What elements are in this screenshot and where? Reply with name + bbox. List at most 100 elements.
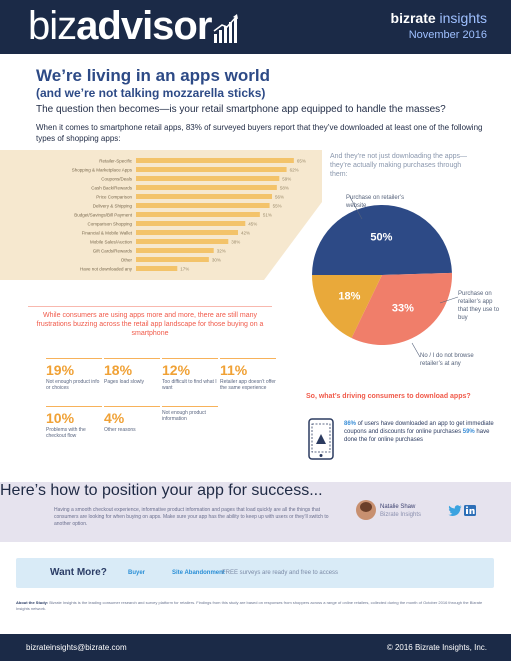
stat-text: Too difficult to find what I want xyxy=(162,379,217,391)
bar-category-label: Gift Cards/Rewards xyxy=(93,249,133,254)
pie-slice xyxy=(312,204,452,275)
stat-text: Other reasons xyxy=(104,427,136,433)
stat-card: 4% Other reasons xyxy=(104,406,160,433)
bar-value-label: 32% xyxy=(217,249,226,254)
pie-leader-line xyxy=(411,342,421,358)
download-heading: So, what’s driving consumers to download… xyxy=(306,393,471,400)
stat-percent: 12% xyxy=(162,362,191,378)
bar xyxy=(136,221,246,226)
stat-card: 10% Problems with the checkout flow xyxy=(46,406,102,439)
bizrate-insights-brand: bizrate insights November 2016 xyxy=(391,10,487,42)
author-block: Natalie Shaw Bizrate Insights xyxy=(380,503,421,519)
want-more-title: Want More? xyxy=(50,567,107,578)
stat-text: Not enough product information xyxy=(162,410,206,422)
bar-category-label: Mobile Sales/Auction xyxy=(90,240,133,245)
lead-question: The question then becomes—is your retail… xyxy=(36,104,446,115)
frustration-quote: While consumers are using apps more and … xyxy=(28,306,272,338)
bar-value-label: 55% xyxy=(273,204,282,209)
download-highlight-2: 59% xyxy=(462,429,475,435)
bar-value-label: 17% xyxy=(180,267,189,272)
growth-chart-icon xyxy=(213,14,239,43)
pie-leader-line xyxy=(439,296,459,304)
header-bar: biz advisor bizrate insights November 20… xyxy=(0,0,511,54)
bar-value-label: 45% xyxy=(248,222,257,227)
stat-percent: 11% xyxy=(220,362,248,378)
app-types-bar-chart: Retailer-Specific 65% Shopping & Marketpla… xyxy=(72,158,306,272)
stat-rule xyxy=(46,406,102,407)
stat-rule xyxy=(162,358,218,359)
stat-percent: 4% xyxy=(104,410,125,426)
author-role: Bizrate Insights xyxy=(380,512,422,518)
bar-category-label: Budget/Savings/Bill Payment xyxy=(74,213,133,218)
logo-part-biz: biz xyxy=(28,4,77,48)
download-end: have done the for online purchases xyxy=(344,429,490,443)
want-more-banner: Want More? Buyer Site Abandonment FREE s… xyxy=(16,558,494,588)
bar xyxy=(136,194,272,199)
stat-percent: 19% xyxy=(46,362,75,378)
bar xyxy=(136,248,214,253)
pie-slice-label: 18% xyxy=(338,290,360,302)
pie-slice-label: 33% xyxy=(392,302,414,314)
bar-category-label: Coupons/Deals xyxy=(101,177,133,182)
bar-value-label: 56% xyxy=(275,195,284,200)
bar-category-label: Comparison Shopping xyxy=(87,222,132,227)
bar xyxy=(136,185,277,190)
linkedin-icon[interactable] xyxy=(464,505,478,516)
bar-value-label: 38% xyxy=(231,240,240,245)
bar-category-label: Cash Back/Rewards xyxy=(91,186,133,191)
stat-rule xyxy=(220,358,276,359)
link-site-abandonment[interactable]: Site Abandonment xyxy=(172,570,225,576)
pie-slice xyxy=(312,275,382,339)
positioning-band xyxy=(0,482,511,542)
pie-label-top: Purchase on retailer’s website xyxy=(346,195,405,209)
bar xyxy=(136,203,270,208)
bar xyxy=(136,212,260,217)
stat-card: 11% Retailer app doesn’t offer the same … xyxy=(220,358,276,391)
bizadvisor-logo: biz advisor xyxy=(28,4,239,48)
download-mid: of users have downloaded an app to get i… xyxy=(344,421,494,435)
twitter-icon[interactable] xyxy=(448,505,462,516)
bar-category-label: Retailer-Specific xyxy=(99,159,133,164)
positioning-title: Here’s how to position your app for succ… xyxy=(0,482,323,499)
about-label: About the Study: xyxy=(16,600,49,605)
author-avatar xyxy=(356,500,376,520)
download-highlight-1: 86% xyxy=(344,421,357,427)
footer-bar: bizrateinsights@bizrate.com © 2016 Bizra… xyxy=(0,634,511,661)
bar xyxy=(136,266,178,271)
footer-copyright: © 2016 Bizrate Insights, Inc. xyxy=(386,643,487,652)
pie-label-bottom: No / I do not browse retailer’s at any xyxy=(420,353,474,367)
download-text: 86% of users have downloaded an app to g… xyxy=(344,420,494,444)
bar-value-label: 30% xyxy=(212,258,221,263)
bar xyxy=(136,167,287,172)
bar-category-label: Financial & Mobile Wallet xyxy=(82,231,133,236)
bar xyxy=(136,230,238,235)
bar xyxy=(136,158,294,163)
stat-rule xyxy=(104,406,160,407)
about-study: About the Study: Bizrate Insights is the… xyxy=(16,600,494,612)
stat-rule xyxy=(46,358,102,359)
stat-text: Retailer app doesn’t offer the same expe… xyxy=(220,379,276,391)
stat-card: Not enough product information xyxy=(162,406,218,422)
bar-category-label: Shopping & Marketplace Apps xyxy=(72,168,133,173)
issue-date: November 2016 xyxy=(408,29,487,41)
pie-slice xyxy=(351,272,452,345)
stat-card: 18% Pages load slowly xyxy=(104,358,160,385)
brand-light: insights xyxy=(435,10,487,26)
stat-percent: 10% xyxy=(46,410,75,426)
author-name: Natalie Shaw xyxy=(380,504,416,510)
pie-slice-label: 50% xyxy=(370,232,392,244)
bar-value-label: 42% xyxy=(241,231,250,236)
purchase-pie-chart: 50% 33% 18% xyxy=(312,196,459,358)
bar-category-label: Other xyxy=(121,258,133,263)
pie-label-right: Purchase on retailer’s app that they use… xyxy=(458,291,500,321)
bar-category-label: Price Comparison xyxy=(96,195,132,200)
footer-email[interactable]: bizrateinsights@bizrate.com xyxy=(26,643,127,652)
stat-text: Pages load slowly xyxy=(104,379,145,385)
stat-rule xyxy=(162,406,218,407)
page-title: We’re living in an apps world xyxy=(36,66,270,85)
page-subtitle: (and we’re not talking mozzarella sticks… xyxy=(36,86,266,100)
bar-value-label: 65% xyxy=(297,159,306,164)
pie-leader-line xyxy=(349,196,363,220)
link-buyer[interactable]: Buyer xyxy=(128,570,146,576)
bar xyxy=(136,239,229,244)
